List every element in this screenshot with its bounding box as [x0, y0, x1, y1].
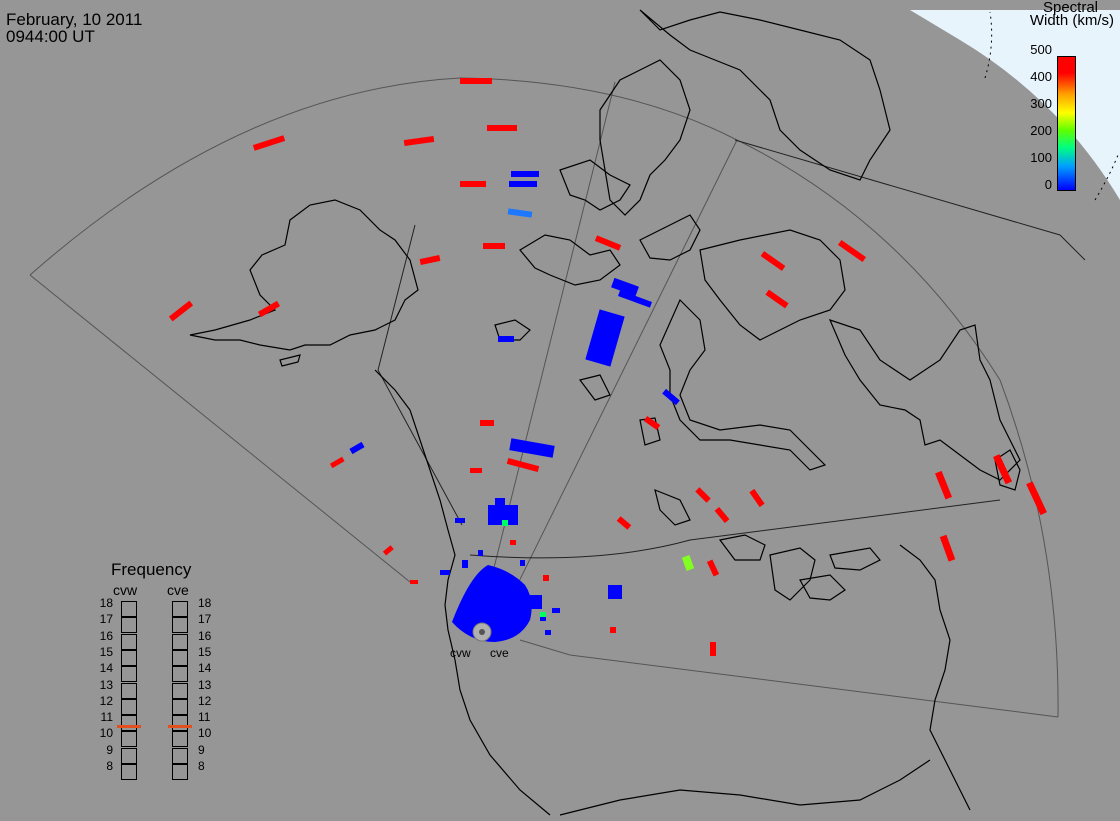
frequency-tick-cve: 10: [198, 726, 212, 741]
colorbar-tick: 500: [1030, 42, 1052, 57]
scatter-high-width: [168, 78, 1047, 656]
frequency-cell-cvw: [121, 633, 137, 650]
colorbar-tick: 200: [1030, 123, 1052, 138]
frequency-cell-cve: [172, 747, 188, 764]
frequency-tick-cvw: 11: [100, 710, 113, 725]
radar-site-dot: [479, 629, 485, 635]
frequency-cell-cve: [172, 666, 188, 683]
colorbar-tick: 100: [1030, 150, 1052, 165]
frequency-cell-cvw: [121, 617, 137, 634]
colorbar-tick: 300: [1030, 96, 1052, 111]
colorbar: [1057, 56, 1076, 191]
frequency-cell-cve: [172, 617, 188, 634]
frequency-cell-cvw: [121, 747, 137, 764]
frequency-cell-cvw: [121, 601, 137, 617]
frequency-cell-cvw: [121, 666, 137, 683]
frequency-tick-cvw: 18: [99, 596, 113, 610]
frequency-tick-cve: 11: [198, 710, 211, 725]
frequency-tick-cve: 13: [198, 677, 212, 692]
frequency-cell-cvw: [121, 649, 137, 666]
colorbar-tick: 0: [1044, 177, 1052, 192]
frequency-label-cve: cve: [167, 582, 189, 598]
frequency-cell-cve: [172, 633, 188, 650]
frequency-tick-cvw: 12: [99, 693, 113, 708]
frequency-cell-cvw: [121, 731, 137, 748]
terminator-line: [984, 11, 993, 79]
coastlines: [189, 9, 1021, 816]
frequency-tick-cve: 18: [198, 596, 212, 610]
colorbar-tick: 400: [1030, 69, 1052, 84]
radar-label-west: cvw: [450, 646, 471, 660]
frequency-label-cvw: cvw: [113, 582, 138, 598]
colorbar-title: Spectral: [1042, 0, 1098, 16]
frequency-cell-cve: [172, 715, 188, 732]
time-label: 0944:00 UT: [6, 27, 95, 46]
frequency-tick-cvw: 17: [99, 612, 113, 627]
colorbar-units: Width (km/s): [1029, 12, 1114, 29]
frequency-tick-cve: 15: [198, 644, 212, 659]
frequency-tick-cvw: 15: [99, 644, 113, 659]
frequency-tick-cvw: 14: [99, 661, 113, 676]
frequency-tick-cve: 12: [198, 693, 212, 708]
scatter-low-width: [349, 171, 680, 642]
date-label: February, 10 2011: [6, 10, 143, 29]
frequency-tick-cvw: 16: [99, 628, 113, 643]
frequency-cell-cve: [172, 682, 188, 699]
daylight-region: [910, 10, 1120, 200]
frequency-tick-cvw: 13: [99, 677, 113, 692]
fields-of-view: [29, 77, 1086, 718]
frequency-tick-cve: 17: [198, 612, 212, 627]
frequency-cell-cve: [172, 731, 188, 748]
frequency-tick-cve: 8: [198, 759, 205, 773]
frequency-marker-cve: [168, 724, 192, 728]
frequency-marker-cvw: [117, 724, 141, 728]
scatter-mid-width: [502, 208, 695, 617]
frequency-cell-cvw: [121, 764, 137, 780]
frequency-cell-cvw: [121, 698, 137, 715]
frequency-tick-cve: 9: [198, 742, 205, 757]
frequency-cell-cve: [172, 601, 188, 617]
frequency-tick-cvw: 9: [106, 742, 113, 757]
frequency-cell-cvw: [121, 715, 137, 732]
frequency-tick-cve: 16: [198, 628, 212, 643]
frequency-cell-cvw: [121, 682, 137, 699]
frequency-tick-cvw: 8: [106, 759, 113, 773]
frequency-cell-cve: [172, 698, 188, 715]
frequency-cell-cve: [172, 649, 188, 666]
frequency-tick-cvw: 10: [99, 726, 113, 741]
frequency-title: Frequency: [111, 560, 192, 579]
frequency-tick-cve: 14: [198, 661, 212, 676]
frequency-cell-cve: [172, 764, 188, 780]
radar-label-east: cve: [490, 646, 509, 660]
